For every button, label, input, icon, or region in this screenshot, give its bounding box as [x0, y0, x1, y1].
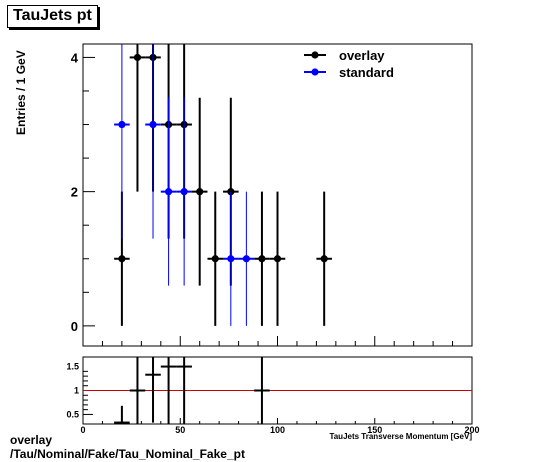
- overlay-point: [118, 255, 126, 263]
- y-tick-label: 2: [71, 185, 78, 200]
- ratio-y-tick-label: 1.5: [66, 362, 79, 372]
- footer-line-2: /Tau/Nominal/Fake/Tau_Nominal_Fake_pt: [10, 447, 245, 461]
- standard-point: [180, 188, 188, 196]
- overlay-point: [133, 53, 142, 62]
- overlay-point: [273, 255, 282, 263]
- legend: overlay standard: [304, 48, 394, 80]
- y-tick-label: 0: [71, 319, 78, 334]
- overlay-point: [196, 188, 204, 196]
- x-tick-label: 200: [464, 425, 479, 435]
- x-tick-label: 100: [270, 425, 285, 435]
- legend-label: overlay: [339, 48, 385, 63]
- x-tick-label: 50: [175, 425, 185, 435]
- ratio-y-tick-label: 0.5: [66, 409, 79, 419]
- standard-point: [149, 120, 157, 129]
- y-axis-label: Entries / 1 GeV: [14, 50, 28, 135]
- standard-point: [242, 255, 250, 263]
- legend-marker: [311, 68, 319, 76]
- x-tick-label: 0: [80, 425, 85, 435]
- overlay-point: [258, 255, 266, 263]
- standard-point: [164, 188, 173, 196]
- overlay-point: [320, 255, 328, 263]
- main-plot-marks: [114, 44, 332, 326]
- histogram-title: TauJets pt: [7, 5, 98, 28]
- standard-point: [227, 255, 235, 263]
- x-axis-label: TauJets Transverse Momentum [GeV]: [329, 432, 472, 441]
- ratio-y-tick-label: 1: [74, 386, 79, 396]
- y-tick-label: 4: [71, 50, 79, 65]
- overlay-point: [211, 255, 219, 263]
- main-axes: 0 2 4: [71, 50, 473, 346]
- legend-label: standard: [339, 65, 394, 80]
- legend-marker: [311, 51, 319, 59]
- x-tick-label: 150: [367, 425, 382, 435]
- ratio-plot-marks: [83, 357, 472, 424]
- standard-point: [118, 120, 126, 129]
- footer-line-1: overlay: [10, 433, 53, 447]
